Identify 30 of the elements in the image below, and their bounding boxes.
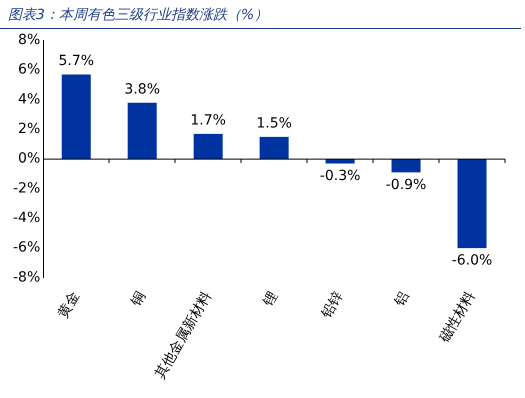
x-tick-label: 黄金 xyxy=(55,288,83,321)
bar xyxy=(128,102,157,160)
x-tick-label: 铝 xyxy=(391,288,413,310)
y-tick-label: -8% xyxy=(12,269,40,286)
data-label: -0.3% xyxy=(320,168,360,184)
bar xyxy=(392,159,421,172)
y-tick-label: 6% xyxy=(18,62,40,78)
y-tick-label: 0% xyxy=(18,150,40,167)
bar xyxy=(260,136,289,160)
y-tick-label: 2% xyxy=(18,121,40,138)
data-label: 1.7% xyxy=(190,112,226,128)
data-label: 1.5% xyxy=(256,115,292,132)
x-tick-label: 锂 xyxy=(259,288,281,310)
chart-title: 图表3：本周有色三级行业指数涨跌（%） xyxy=(0,0,521,29)
x-tick-label: 其他金属新材料 xyxy=(152,288,215,382)
x-tick-label: 铅锌 xyxy=(318,288,347,322)
y-tick-label: -6% xyxy=(12,240,40,256)
bar xyxy=(62,74,91,160)
x-tick-label: 铜 xyxy=(127,288,149,310)
y-tick-label: -2% xyxy=(12,180,40,196)
data-label: -0.9% xyxy=(386,177,426,194)
bar xyxy=(194,134,223,160)
data-label: 5.7% xyxy=(58,53,94,70)
bar xyxy=(458,159,487,248)
y-tick-label: -4% xyxy=(12,210,40,226)
data-label: -6.0% xyxy=(452,252,492,269)
y-tick-label: 8% xyxy=(18,32,40,48)
x-tick-label: 磁性材料 xyxy=(436,288,479,346)
y-tick-label: 4% xyxy=(18,91,40,108)
data-label: 3.8% xyxy=(124,81,160,98)
